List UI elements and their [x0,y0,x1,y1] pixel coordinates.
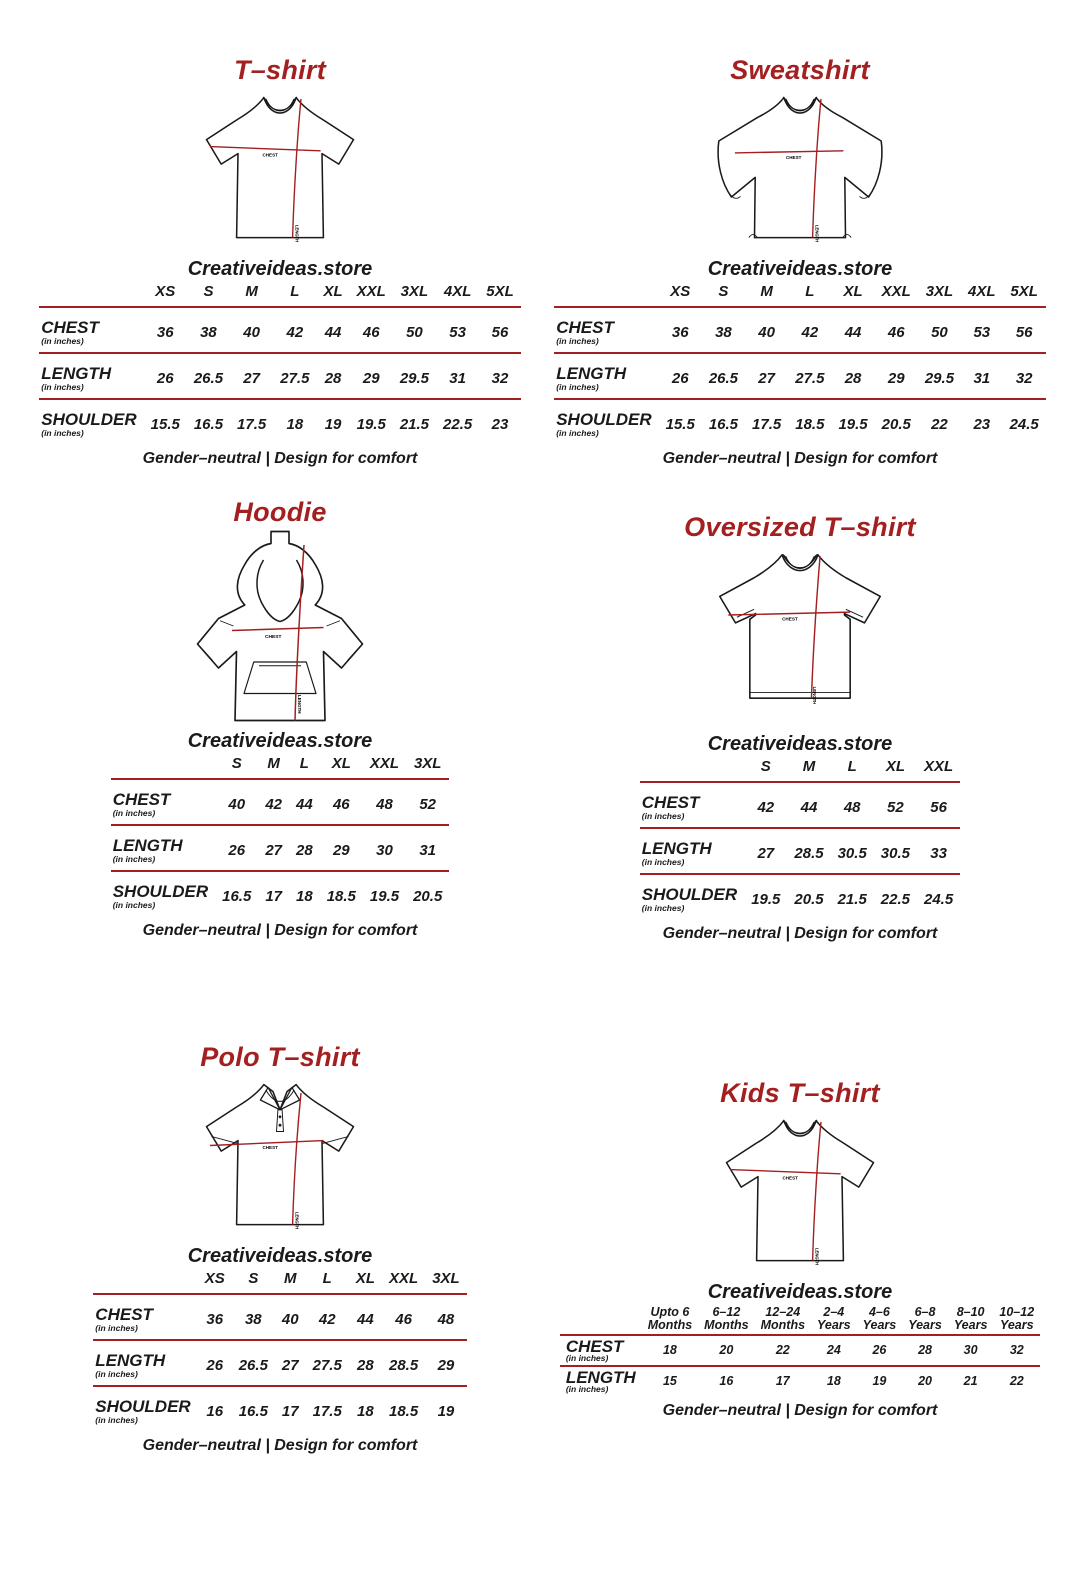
svg-text:LENGTH: LENGTH [297,695,302,714]
svg-text:CHEST: CHEST [263,152,279,157]
svg-text:LENGTH: LENGTH [814,1248,819,1265]
svg-text:LENGTH: LENGTH [294,1212,299,1229]
svg-text:LENGTH: LENGTH [812,687,817,705]
svg-text:CHEST: CHEST [786,155,802,160]
svg-text:LENGTH: LENGTH [294,225,299,242]
svg-text:LENGTH: LENGTH [814,225,819,242]
svg-text:CHEST: CHEST [265,634,282,640]
svg-text:CHEST: CHEST [782,617,798,622]
svg-text:CHEST: CHEST [783,1175,799,1180]
svg-text:CHEST: CHEST [263,1145,279,1150]
